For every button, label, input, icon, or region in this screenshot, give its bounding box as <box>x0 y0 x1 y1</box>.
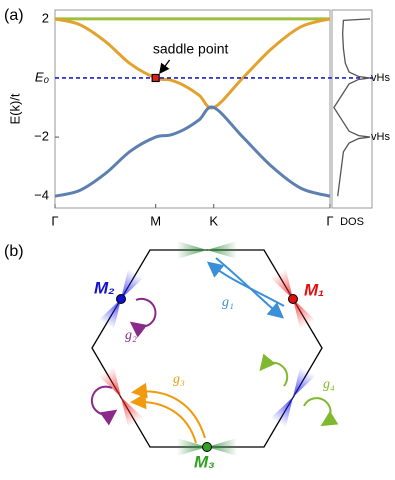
x-tick-label: M <box>150 213 161 228</box>
panel-label: (a) <box>4 7 24 24</box>
x-tick-label: Γ <box>326 213 333 228</box>
annotation-arrow <box>159 59 171 75</box>
x-tick-label: Γ <box>51 213 58 228</box>
operation-label: g₄ <box>323 377 335 392</box>
point-label: M₂ <box>94 278 115 297</box>
panel-label: (b) <box>4 243 24 260</box>
arrow <box>129 297 157 338</box>
band-line <box>54 17 331 110</box>
arrow <box>259 353 289 387</box>
m-point <box>202 442 212 452</box>
hexagon <box>91 249 323 448</box>
arrow <box>130 393 197 444</box>
arrow <box>215 257 285 319</box>
annotation: saddle point <box>153 41 229 57</box>
y-tick-label: −4 <box>34 188 49 203</box>
saddle-marker <box>151 73 160 83</box>
y-tick-label: −2 <box>34 129 49 144</box>
operation-label: g₁ <box>222 295 234 310</box>
bowtie <box>177 241 237 259</box>
panel-b: M₁ M₂ M₃ g₁ g₂ g₃ g₄ <box>90 241 339 471</box>
y-tick-label: E₀ <box>35 69 50 84</box>
point-label: M₁ <box>304 280 324 299</box>
dos-label: DOS <box>340 216 364 228</box>
arrow <box>131 382 206 439</box>
m-point <box>116 294 126 304</box>
vhs-label: vHs <box>371 72 390 84</box>
band-line <box>54 105 331 198</box>
operation-label: g₂ <box>125 328 137 343</box>
bowtie <box>98 366 144 428</box>
y-axis-label: E(k)/t <box>7 93 22 124</box>
y-tick-label: 2 <box>42 10 49 25</box>
dos-line <box>333 18 371 197</box>
bowtie <box>270 366 316 428</box>
point-label: M₃ <box>194 452 215 471</box>
arrow <box>303 397 339 427</box>
vhs-label: vHs <box>371 131 390 143</box>
dos-frame <box>331 9 373 209</box>
arrow <box>206 261 285 307</box>
m-point <box>288 294 298 304</box>
operation-label: g₃ <box>173 372 185 387</box>
plot-frame <box>54 9 331 209</box>
x-tick-label: K <box>209 213 218 228</box>
arrow <box>90 385 118 426</box>
